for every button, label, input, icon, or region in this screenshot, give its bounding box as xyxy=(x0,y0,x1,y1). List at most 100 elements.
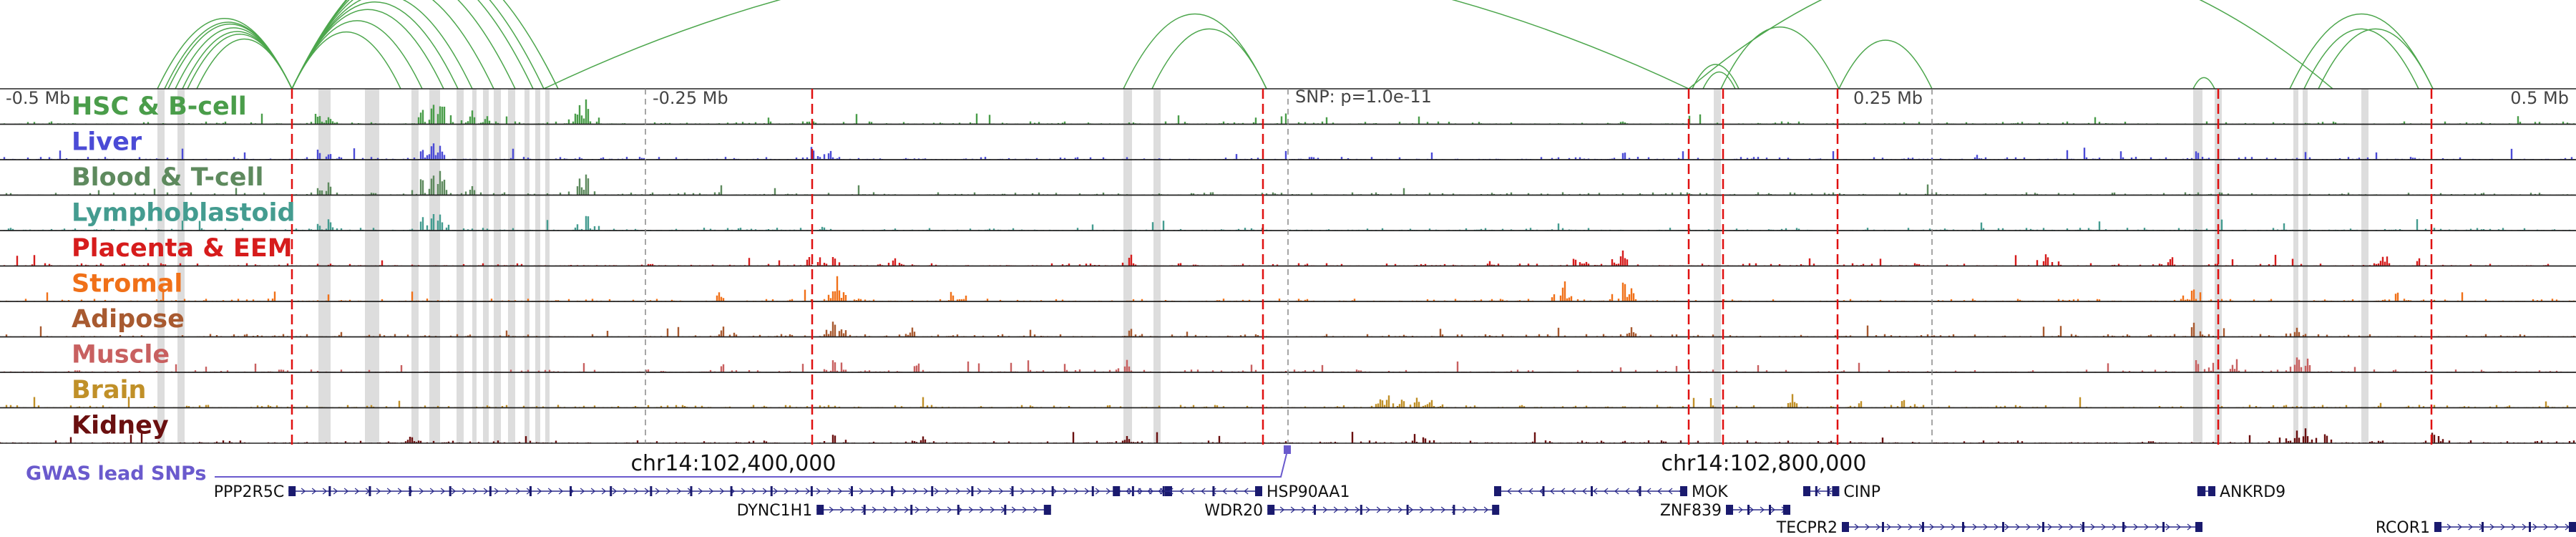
track-label: Placenta & EEM xyxy=(72,234,293,263)
signal-peaks xyxy=(0,428,2575,443)
gene-exon xyxy=(850,486,853,496)
chromatin-loop-arc xyxy=(291,0,534,90)
signal-peaks xyxy=(0,214,2575,231)
gene-exon xyxy=(1314,505,1316,515)
gene-exon xyxy=(2203,486,2206,496)
signal-peaks xyxy=(0,276,2575,301)
track-label: Lymphoblastoid xyxy=(72,199,296,228)
gene-exon xyxy=(2482,522,2484,532)
gene: TECPR2 xyxy=(1776,519,2202,537)
track-label: Stromal xyxy=(72,270,182,299)
gene-exon xyxy=(863,505,866,515)
chromatin-loop-arc xyxy=(2303,28,2419,90)
gene-exon xyxy=(2569,522,2576,532)
gene-exon xyxy=(369,486,371,496)
signal-peaks xyxy=(0,99,2575,125)
gene-exon xyxy=(971,486,974,496)
chromatin-loop-arc xyxy=(1151,28,1267,90)
gene: RCOR1 xyxy=(2376,519,2576,537)
gene-exon xyxy=(1267,505,1275,515)
gene-exon xyxy=(810,486,813,496)
snp-marker-lines xyxy=(291,89,2433,446)
gene-exon xyxy=(1406,505,1409,515)
gene-exon xyxy=(1842,522,1849,532)
chromatin-loop-arc xyxy=(291,9,444,90)
gene-label: PPP2R5C xyxy=(214,483,284,501)
gene-exon xyxy=(931,486,934,496)
gene-label: HSP90AA1 xyxy=(1267,483,1350,501)
track-label: Adipose xyxy=(72,305,185,334)
gene: HSP90AA1 xyxy=(1113,483,1350,501)
chromatin-loop-arc xyxy=(2192,77,2215,90)
chromatin-loop-arc xyxy=(196,38,293,90)
chromatin-loop-arc xyxy=(1838,39,1933,90)
chromatin-loop-arc xyxy=(1688,0,2333,90)
track-label: Muscle xyxy=(72,341,170,369)
gene-exon xyxy=(2002,522,2004,532)
gene-exon xyxy=(288,486,296,496)
signal-peaks xyxy=(0,170,2575,195)
gene-exon xyxy=(730,486,733,496)
gene-exon xyxy=(1783,505,1790,515)
gene-exon xyxy=(1803,486,1810,496)
gene-exon xyxy=(2082,522,2084,532)
chromatin-loop-arc xyxy=(2289,13,2434,90)
signal-peaks xyxy=(0,321,2575,337)
gene-exon xyxy=(2434,522,2441,532)
gene-exon xyxy=(910,505,913,515)
gene-exon xyxy=(957,505,960,515)
gene-exon xyxy=(891,486,894,496)
gene-exon xyxy=(1726,505,1733,515)
gene-exon xyxy=(1453,505,1455,515)
gene: WDR20 xyxy=(1204,502,1500,520)
gene-exon xyxy=(1769,505,1771,515)
gene: DYNC1H1 xyxy=(737,502,1051,520)
coordinate-left: chr14:102,400,000 xyxy=(631,451,836,476)
gene: ANKRD9 xyxy=(2197,483,2285,501)
gene-label: TECPR2 xyxy=(1776,519,1838,537)
gwas-snp-marker xyxy=(1284,445,1291,454)
gene-exon xyxy=(1360,505,1362,515)
gene-exon xyxy=(1494,486,1501,496)
gene-exon xyxy=(1542,486,1545,496)
gene-exon xyxy=(1680,486,1687,496)
gene-exon xyxy=(529,486,532,496)
axis-label-snp: SNP: p=1.0e-11 xyxy=(1295,87,1432,107)
axis-label-plus-quarter: 0.25 Mb xyxy=(1853,88,1923,108)
coordinate-right: chr14:102,800,000 xyxy=(1662,451,1867,476)
gene: PPP2R5C xyxy=(214,483,1172,501)
gene-exon xyxy=(2197,486,2205,496)
signal-tracks xyxy=(0,88,2576,444)
gene-exon xyxy=(690,486,693,496)
gene-exon xyxy=(489,486,492,496)
gene-label: MOK xyxy=(1692,483,1728,501)
signal-peaks xyxy=(0,143,2575,160)
gene-exon xyxy=(1747,505,1750,515)
chromatin-loop-arc xyxy=(291,1,459,90)
gene-annotation-track: PPP2R5C HSP90AA1 MOK CINP ANKRD9 DYNC1H1 WDR20… xyxy=(214,483,2576,537)
gene-exon xyxy=(610,486,613,496)
gene-exon xyxy=(1827,486,1830,496)
gene-exon xyxy=(328,486,331,496)
gene-exon xyxy=(1492,505,1500,515)
gene-exon xyxy=(650,486,653,496)
track-label: HSC & B-cell xyxy=(72,92,247,121)
gene-exon xyxy=(449,486,452,496)
track-labels: HSC & B-cell Liver Blood & T-cell Lymphobla… xyxy=(72,92,296,440)
gene: MOK xyxy=(1494,483,1728,501)
gene-exon xyxy=(570,486,572,496)
chromatin-loop-arc xyxy=(1720,26,1840,90)
track-label: Liver xyxy=(72,128,142,157)
gene-exon xyxy=(1832,486,1840,496)
chromatin-loop-arc xyxy=(543,0,1689,90)
gwas-connector xyxy=(215,448,1289,478)
signal-peaks xyxy=(0,250,2575,266)
gene-exon xyxy=(1091,486,1094,496)
gene-exon xyxy=(1815,486,1818,496)
gene-exon xyxy=(1639,486,1641,496)
chromatin-loop-arc xyxy=(291,0,494,90)
chromatin-loop-arc xyxy=(1702,71,1736,90)
track-label: Kidney xyxy=(72,412,169,440)
axis-label-minus-quarter: -0.25 Mb xyxy=(653,88,728,108)
